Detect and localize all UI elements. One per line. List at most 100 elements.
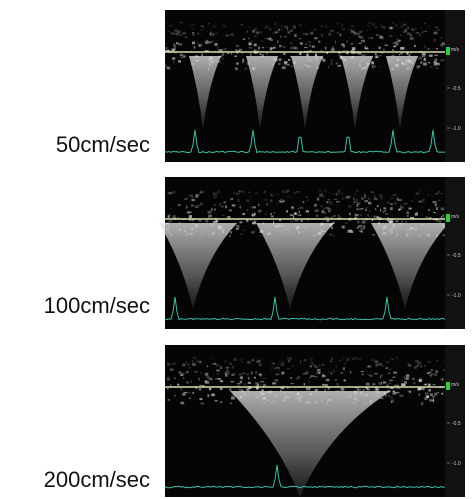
spectral-speckle (418, 387, 422, 391)
spectral-speckle (291, 206, 294, 209)
spectral-speckle (247, 360, 251, 363)
spectral-speckle (406, 33, 411, 35)
spectral-speckle (398, 54, 401, 56)
spectral-speckle (338, 191, 340, 195)
spectral-speckle (415, 32, 420, 34)
spectral-speckle (279, 200, 284, 203)
spectral-speckle (314, 209, 319, 212)
velocity-envelope (341, 56, 374, 130)
velocity-envelope (256, 223, 335, 309)
spectral-speckle (441, 42, 446, 46)
spectral-speckle (415, 27, 417, 31)
spectral-speckle (216, 369, 220, 372)
spectral-speckle (199, 384, 202, 386)
spectral-speckle (277, 28, 280, 31)
spectral-speckle (423, 62, 427, 66)
spectral-speckle (223, 201, 227, 204)
spectral-speckle (365, 382, 370, 386)
spectral-speckle (276, 366, 280, 369)
spectral-speckle (197, 204, 202, 207)
spectral-speckle (199, 398, 203, 400)
spectral-speckle (215, 32, 218, 35)
spectral-speckle (298, 210, 300, 214)
spectral-speckle (258, 46, 260, 50)
spectral-speckle (425, 189, 429, 191)
spectral-speckle (284, 35, 288, 38)
spectral-speckle (366, 388, 370, 391)
spectral-speckle (173, 215, 176, 217)
spectral-speckle (429, 357, 431, 360)
spectral-speckle (260, 31, 262, 34)
spectral-speckle (341, 197, 344, 200)
spectral-speckle (376, 204, 379, 208)
spectral-speckle (185, 207, 188, 209)
spectral-speckle (419, 365, 422, 368)
spectral-speckle (242, 372, 245, 375)
spectral-speckle (202, 27, 204, 29)
spectral-speckle (420, 189, 422, 193)
spectral-speckle (427, 193, 429, 197)
velocity-envelope (230, 391, 391, 497)
spectral-speckle (331, 216, 334, 218)
spectral-speckle (439, 37, 443, 39)
spectral-speckle (364, 48, 369, 50)
spectral-speckle (290, 56, 292, 58)
spectral-speckle (419, 33, 421, 36)
spectral-speckle (252, 206, 256, 209)
spectral-speckle (398, 39, 401, 42)
spectral-speckle (186, 205, 188, 207)
spectral-speckle (273, 46, 276, 49)
spectral-speckle (198, 44, 201, 47)
spectral-speckle (206, 373, 208, 376)
spectral-speckle (370, 191, 374, 193)
scale-tick-label: -0.5 (452, 421, 461, 427)
spectral-speckle (175, 28, 177, 30)
spectral-speckle (182, 393, 186, 396)
spectral-speckle (395, 41, 399, 45)
spectral-speckle (282, 45, 286, 49)
spectral-speckle (364, 200, 368, 203)
spectral-speckle (411, 377, 415, 380)
spectral-speckle (255, 382, 260, 385)
spectral-speckle (199, 192, 203, 194)
spectral-speckle (270, 199, 273, 202)
spectral-speckle (353, 32, 358, 35)
spectral-speckle (309, 44, 311, 47)
spectral-speckle (261, 40, 264, 43)
spectral-speckle (198, 220, 202, 222)
spectral-speckle (348, 205, 352, 208)
spectral-speckle (256, 31, 258, 34)
spectral-speckle (292, 46, 296, 50)
spectral-speckle (349, 370, 352, 374)
spectral-speckle (217, 49, 222, 52)
spectral-speckle (180, 56, 184, 58)
spectral-speckle (368, 201, 371, 205)
spectral-speckle (252, 358, 255, 362)
spectral-speckle (400, 52, 403, 55)
spectral-speckle (260, 381, 265, 383)
spectral-speckle (390, 221, 394, 224)
spectral-speckle (173, 43, 175, 46)
spectral-speckle (254, 27, 257, 31)
spectral-speckle (404, 378, 409, 380)
spectral-speckle (238, 373, 242, 376)
spectral-speckle (256, 31, 260, 35)
spectral-speckle (198, 388, 202, 391)
spectral-speckle (182, 372, 187, 374)
spectral-speckle (325, 216, 330, 219)
spectral-speckle (171, 363, 173, 366)
spectral-speckle (428, 389, 431, 392)
spectral-speckle (418, 393, 420, 396)
spectral-speckle (286, 210, 288, 213)
spectral-speckle (351, 30, 355, 33)
spectral-speckle (312, 45, 315, 48)
spectral-speckle (314, 365, 318, 368)
spectral-speckle (383, 207, 387, 210)
spectral-speckle (437, 392, 439, 394)
spectral-speckle (339, 33, 342, 36)
spectral-speckle (327, 387, 330, 390)
spectral-speckle (201, 385, 205, 388)
spectral-speckle (319, 193, 324, 197)
spectral-speckle (352, 358, 356, 361)
spectral-speckle (417, 65, 421, 67)
